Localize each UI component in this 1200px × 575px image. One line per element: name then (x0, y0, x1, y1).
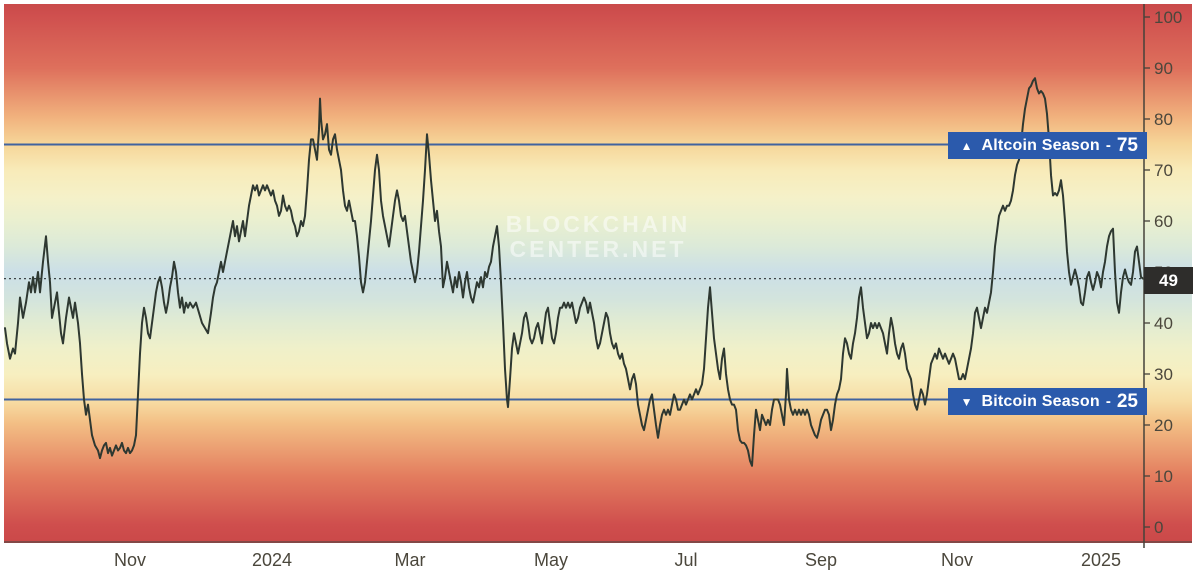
y-axis-tick-label: 80 (1154, 110, 1173, 129)
y-axis-tick-label: 90 (1154, 59, 1173, 78)
watermark-line2: CENTER.NET (509, 236, 687, 262)
watermark: BLOCKCHAIN CENTER.NET (4, 212, 1192, 262)
x-axis-label: May (534, 550, 568, 570)
y-axis-tick-label: 0 (1154, 518, 1163, 537)
bitcoin-season-value: 25 (1116, 390, 1138, 412)
triangle-down-icon: ▼ (960, 394, 973, 409)
y-axis-tick-label: 70 (1154, 161, 1173, 180)
bitcoin-season-badge: ▼ Bitcoin Season - 25 (947, 388, 1147, 415)
x-axis-label: Mar (395, 550, 426, 570)
chart-plot-area[interactable]: BLOCKCHAIN CENTER.NET (4, 4, 1192, 543)
y-axis-tick-label: 60 (1154, 212, 1173, 231)
altcoin-season-separator: - (1105, 137, 1111, 154)
x-axis-label: Sep (805, 550, 837, 570)
current-value-badge: 49 (1144, 267, 1193, 294)
altcoin-season-badge: ▲ Altcoin Season - 75 (947, 132, 1147, 159)
x-axis-label: Jul (674, 550, 697, 570)
y-axis-tick-label: 40 (1154, 314, 1173, 333)
y-axis-tick-label: 20 (1154, 416, 1173, 435)
x-axis-label: 2024 (252, 550, 292, 570)
y-axis-tick-label: 30 (1154, 365, 1173, 384)
y-axis-tick-label: 10 (1154, 467, 1173, 486)
altcoin-season-label: Altcoin Season (981, 136, 1100, 154)
x-axis-label: Nov (114, 550, 146, 570)
x-axis-label: Nov (941, 550, 973, 570)
triangle-up-icon: ▲ (960, 138, 973, 153)
x-axis-label: 2025 (1081, 550, 1121, 570)
bitcoin-season-separator: - (1105, 393, 1111, 410)
bitcoin-season-label: Bitcoin Season (981, 392, 1100, 410)
watermark-line1: BLOCKCHAIN (505, 211, 691, 237)
y-axis-tick-label: 100 (1154, 8, 1182, 27)
altcoin-season-value: 75 (1116, 134, 1138, 156)
index-line-series (4, 77, 1144, 467)
